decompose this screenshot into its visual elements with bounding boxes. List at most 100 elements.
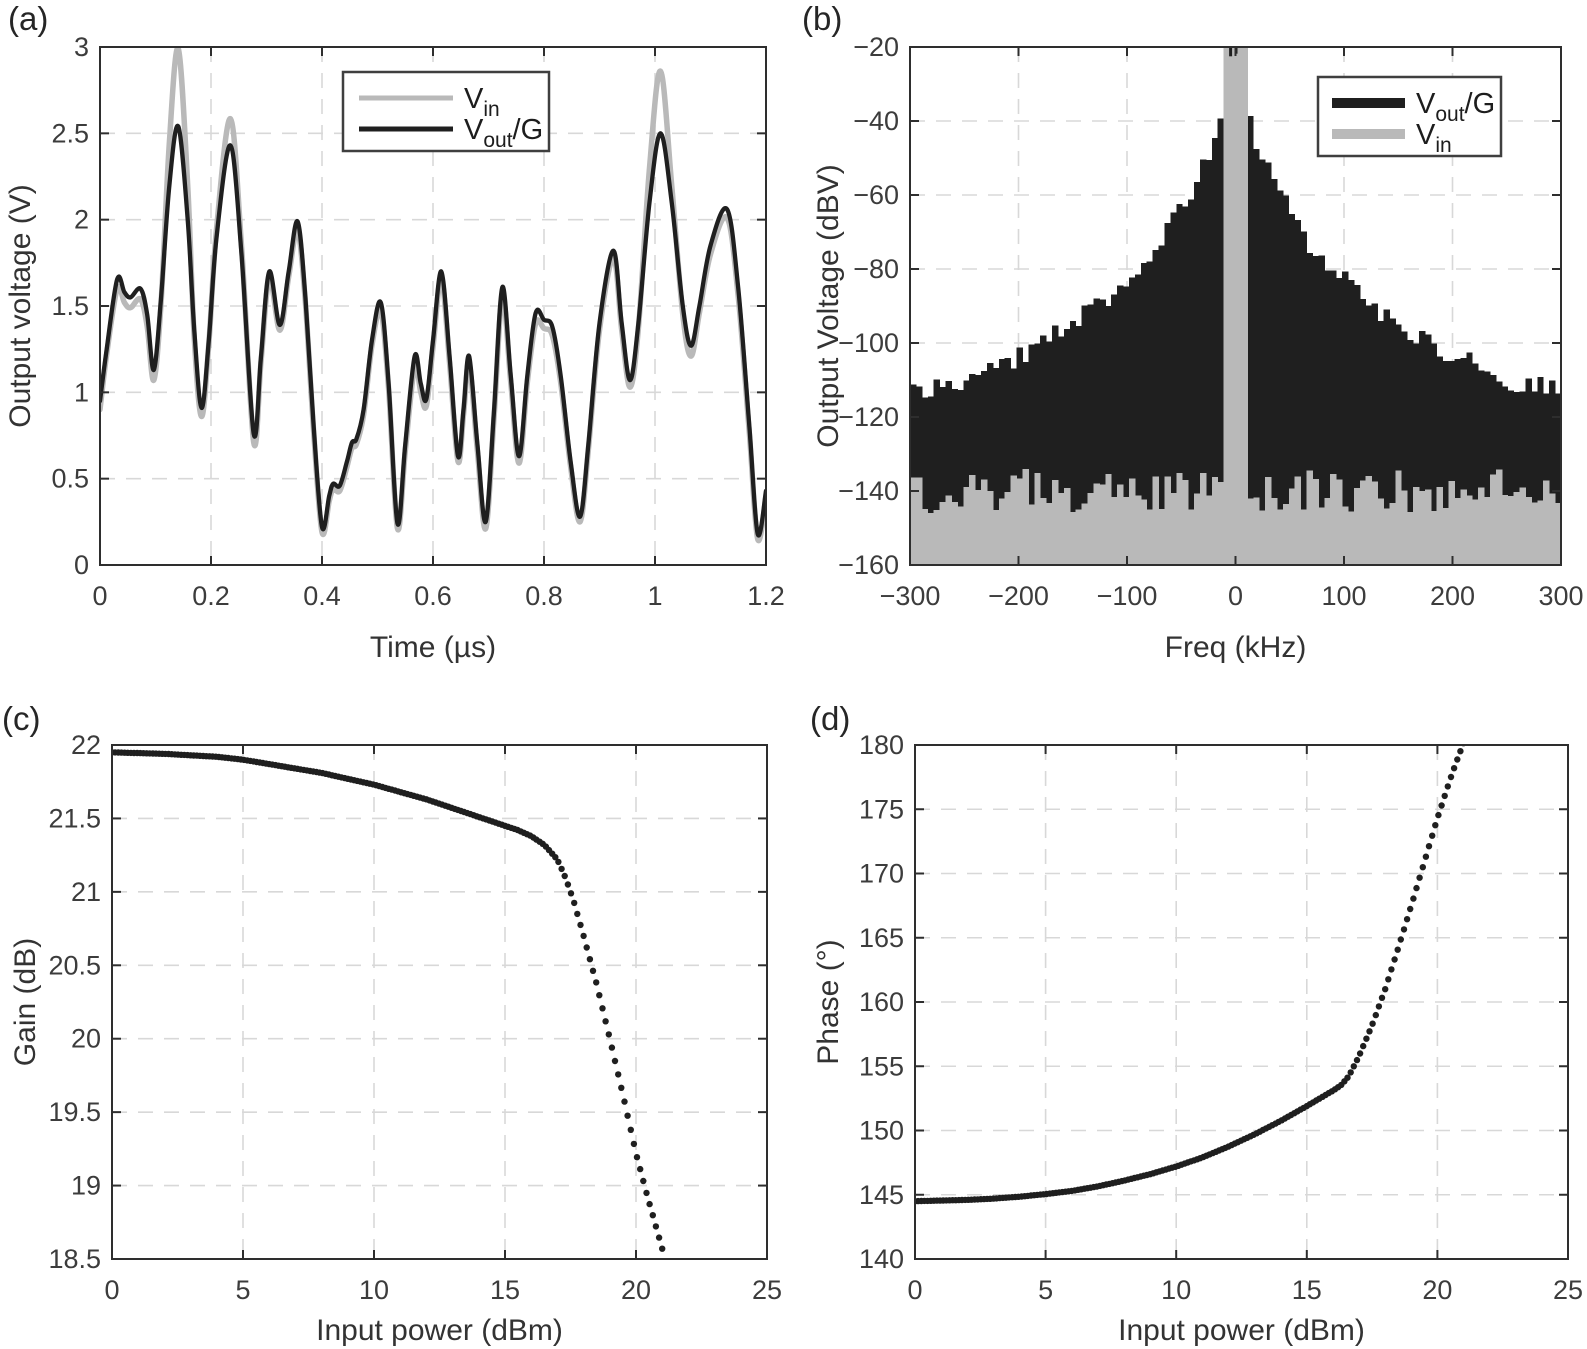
x-tick-label: 0 xyxy=(92,581,107,611)
panel-a-axis-labels: Time (µs) Output voltage (V) xyxy=(4,184,496,664)
panel-c-axes xyxy=(111,744,768,1260)
spectrum-bar-vout xyxy=(1046,341,1053,565)
spectrum-bar-vout xyxy=(1430,343,1438,565)
data-point xyxy=(1432,822,1439,829)
x-tick-label: −200 xyxy=(988,581,1049,611)
data-point xyxy=(618,1084,625,1092)
spectrum-bar-vout xyxy=(1176,203,1183,565)
y-tick-label: 0.5 xyxy=(51,464,89,494)
panel-a-tick-labels: 0 0.2 0.4 0.6 0.8 1 1.2 0 0.5 1 1.5 2 2.5 3 xyxy=(51,32,784,611)
spectrum-bar-vin xyxy=(1152,476,1159,565)
spectrum-bar-vout xyxy=(1282,195,1290,565)
data-point xyxy=(555,858,562,866)
spectrum-bar-vout xyxy=(915,386,923,565)
spectrum-bar-vin xyxy=(1430,510,1438,565)
y-tick-label: −60 xyxy=(853,180,899,210)
data-point xyxy=(611,1057,619,1065)
spectrum-bar-vin xyxy=(1407,512,1414,565)
panel-d-axes xyxy=(914,744,1569,1260)
panel-d-tick-labels: 0 5 10 15 20 25 140 145 150 155 160 165 170 175 180 xyxy=(859,730,1583,1305)
data-point xyxy=(1447,773,1455,781)
spectrum-bar-vin xyxy=(1105,474,1112,565)
data-point xyxy=(1344,1074,1351,1081)
data-point xyxy=(1403,916,1411,923)
data-point xyxy=(1416,874,1423,881)
spectrum-bar-vout xyxy=(1537,376,1544,565)
data-point xyxy=(558,865,565,873)
spectrum-bar-vout xyxy=(1123,286,1130,565)
data-point xyxy=(643,1189,650,1197)
spectrum-bar-vout xyxy=(1075,326,1083,565)
x-tick-label: 5 xyxy=(235,1275,250,1305)
spectrum-bar-vin xyxy=(1022,469,1029,565)
y-tick-label: 20.5 xyxy=(48,950,101,980)
spectrum-bar-vout xyxy=(1087,304,1094,565)
y-tick-label: 1.5 xyxy=(51,291,89,321)
spectrum-bar-vin xyxy=(975,490,982,565)
spectrum-bar-vout xyxy=(927,396,935,565)
data-point xyxy=(1457,748,1464,755)
legend-box xyxy=(1316,75,1503,158)
panel-b: −300 −200 −100 0 100 200 300 −160 −140 −120 −100 −8… xyxy=(812,32,1584,664)
spectrum-bar-vin xyxy=(951,502,958,565)
y-tick-label: 2.5 xyxy=(51,118,89,148)
spectrum-bar-vin xyxy=(1099,484,1106,565)
spectrum-bar-vin xyxy=(1377,498,1384,565)
spectrum-bar-vout xyxy=(1466,352,1473,565)
spectrum-bar-vin xyxy=(981,479,988,565)
x-tick-label: 0.4 xyxy=(303,581,341,611)
spectrum-bar-vin xyxy=(1271,497,1278,565)
y-tick-label: 0 xyxy=(74,550,89,580)
spectrum-bar-vout xyxy=(1188,199,1195,565)
spectrum-bar-vin xyxy=(1472,499,1479,565)
spectrum-bar-vin xyxy=(1466,495,1473,565)
data-point xyxy=(608,1044,616,1051)
spectrum-bar-vout xyxy=(1152,250,1159,565)
spectrum-bar-vin xyxy=(1253,497,1260,565)
spectrum-bar-vin xyxy=(945,495,952,565)
spectrum-bar-vout xyxy=(1436,356,1444,565)
panel-a: 0 0.2 0.4 0.6 0.8 1 1.2 0 0.5 1 1.5 2 2.5 3 Time (µs) O… xyxy=(4,32,785,664)
spectrum-bar-vin xyxy=(1347,511,1355,565)
panel-c: 0 5 10 15 20 25 18.5 19 19.5 20 20.5 21 21.5 22 Input … xyxy=(9,730,782,1347)
spectrum-bar-vin xyxy=(1555,503,1561,565)
x-tick-label: 0.8 xyxy=(525,581,563,611)
legend-label-Vin: Vin xyxy=(464,83,500,121)
spectrum-bar-vout xyxy=(1365,305,1373,565)
y-tick-label: −100 xyxy=(838,328,899,358)
panel-d: 0 5 10 15 20 25 140 145 150 155 160 165 170 175 180 Inp… xyxy=(812,730,1583,1347)
spectrum-bar-vin xyxy=(1300,509,1307,565)
y-tick-label: −120 xyxy=(838,402,899,432)
panel-d-tag: (d) xyxy=(810,700,850,737)
spectrum-bar-vout xyxy=(1371,303,1378,565)
data-point xyxy=(1397,936,1405,943)
data-point xyxy=(659,1245,666,1252)
spectrum-bar-vin xyxy=(998,498,1006,565)
x-tick-label: 0 xyxy=(104,1275,119,1305)
spectrum-bar-vin xyxy=(1164,476,1171,565)
x-tick-label: 10 xyxy=(1161,1275,1191,1305)
spectrum-bar-vout xyxy=(933,379,941,565)
spectrum-bar-vin xyxy=(1217,482,1225,565)
data-point xyxy=(1391,956,1398,963)
spectrum-bar-vin xyxy=(1117,484,1124,565)
spectrum-bar-vin xyxy=(1501,495,1509,565)
spectrum-bar-vin xyxy=(927,513,935,565)
spectrum-bar-vout xyxy=(1478,370,1485,565)
data-point xyxy=(1441,792,1448,800)
spectrum-bar-vin xyxy=(1170,493,1177,565)
panel-b-axes xyxy=(909,46,1562,566)
y-tick-label: 150 xyxy=(859,1116,904,1146)
spectrum-bar-vin xyxy=(1063,487,1071,565)
data-point xyxy=(599,1005,606,1012)
charts-layer: 0 0.2 0.4 0.6 0.8 1 1.2 0 0.5 1 1.5 2 2.5 3 Time (µs) O… xyxy=(4,32,1584,1347)
y-axis-label: Output voltage (V) xyxy=(4,184,37,427)
panel-d-axis-labels: Input power (dBm) Phase (°) xyxy=(812,939,1365,1347)
series-VoutG-line xyxy=(100,123,766,538)
panel-c-grid xyxy=(112,745,767,1259)
spectrum-bar-vout xyxy=(969,373,976,565)
spectrum-bar-vout xyxy=(1342,271,1349,565)
spectrum-bar-vout xyxy=(1194,182,1201,565)
x-axis-label: Freq (kHz) xyxy=(1165,631,1307,664)
